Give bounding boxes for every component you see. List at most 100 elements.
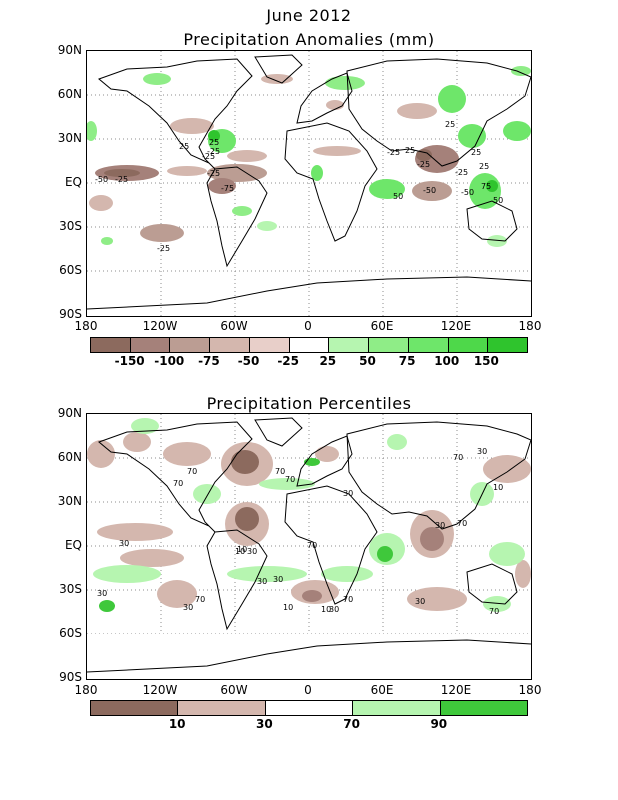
dry-patch: [89, 195, 113, 211]
contour-label: -25: [207, 147, 220, 156]
x-tick-label: 180: [74, 683, 98, 697]
wet-patch: [232, 206, 252, 216]
dry-patch: [123, 432, 151, 452]
wet-patch: [193, 484, 221, 504]
contour-label: 70: [489, 607, 499, 616]
contour-label: 30: [97, 589, 107, 598]
dry-patch: [235, 507, 259, 531]
contour-label: 10: [321, 605, 331, 614]
percentile-colorbar: [90, 700, 528, 716]
contour-label: -25: [417, 160, 430, 169]
anomaly-contour-labels: 25 -25 25 -25 -25 -50 -25 -75 -25 -25 25…: [95, 120, 503, 253]
contour-label: -25: [115, 175, 128, 184]
wet-patch: [87, 121, 97, 141]
greenland-outline: [254, 54, 303, 84]
dry-patch: [326, 100, 344, 110]
contour-label: 30: [273, 575, 283, 584]
colorbar-label: 50: [359, 354, 376, 368]
x-tick-label: 180: [518, 683, 542, 697]
dry-patch: [87, 440, 115, 468]
y-tick-label: 90N: [57, 43, 82, 57]
dry-patch: [97, 523, 173, 541]
dry-patch: [302, 590, 322, 602]
australia-outline: [466, 200, 518, 242]
colorbar-label: -75: [198, 354, 220, 368]
wet-patch: [387, 434, 407, 450]
asia-outline: [346, 421, 531, 530]
colorbar-swatch: [353, 701, 441, 715]
antarctica-outline: [87, 639, 531, 673]
colorbar-swatch: [448, 338, 489, 352]
contour-label: -25: [455, 168, 468, 177]
contour-label: 70: [453, 453, 463, 462]
contour-label: -50: [423, 186, 436, 195]
dry-patch: [515, 560, 531, 588]
x-tick-label: 0: [304, 683, 312, 697]
anomalies-map-canvas: 25 -25 25 -25 -25 -50 -25 -75 -25 -25 25…: [87, 51, 531, 316]
coastlines: [87, 417, 531, 673]
colorbar-swatch: [289, 338, 330, 352]
contour-label: 30: [257, 577, 267, 586]
wet-patch: [483, 596, 511, 612]
colorbar-label: 90: [430, 717, 448, 731]
y-tick-label: 30S: [59, 582, 82, 596]
contour-label: 70: [343, 595, 353, 604]
colorbar-swatch: [249, 338, 290, 352]
north-america-outline: [98, 421, 253, 533]
australia-outline: [466, 563, 518, 605]
colorbar-label: -100: [154, 354, 185, 368]
colorbar-swatch: [488, 338, 528, 352]
contour-label: 25: [405, 146, 415, 155]
contour-label: -25: [207, 169, 220, 178]
x-tick-label: 120W: [142, 683, 178, 697]
antarctica-outline: [87, 276, 531, 310]
colorbar-label: 150: [473, 354, 499, 368]
contour-label: 75: [481, 182, 491, 191]
colorbar-swatch: [130, 338, 171, 352]
africa-outline: [284, 485, 378, 605]
contour-label: 10: [235, 547, 245, 556]
x-tick-label: 180: [74, 319, 98, 333]
anomalies-map: 25 -25 25 -25 -25 -50 -25 -75 -25 -25 25…: [86, 50, 532, 317]
contour-label: 25: [179, 142, 189, 151]
wet-patch: [438, 85, 466, 113]
wet-patch: [259, 478, 315, 490]
x-tick-label: 60W: [220, 319, 248, 333]
y-tick-label: 30N: [57, 494, 82, 508]
contour-label: 50: [393, 192, 403, 201]
contour-label: 30: [415, 597, 425, 606]
x-tick-label: 60E: [370, 683, 394, 697]
y-tick-label: 60N: [57, 450, 82, 464]
x-tick-label: 180: [518, 319, 542, 333]
colorbar-swatch: [408, 338, 449, 352]
y-tick-label: 30S: [59, 219, 82, 233]
contour-label: 50: [493, 196, 503, 205]
contour-label: 25: [445, 120, 455, 129]
percentile-contour-labels: 70 70 70 30 70 30 10 70 70 30 30 10 30 3…: [97, 447, 503, 616]
dry-patch: [167, 166, 207, 176]
dry-patch: [416, 149, 432, 161]
europe-outline: [296, 435, 353, 487]
contour-label: 70: [187, 467, 197, 476]
colorbar-swatch: [210, 338, 250, 352]
dry-patch: [412, 181, 452, 201]
anomaly-shading: [87, 66, 531, 247]
percentiles-map-title: Precipitation Percentiles: [206, 394, 412, 413]
colorbar-label: 70: [343, 717, 360, 731]
y-tick-label: 60S: [59, 263, 82, 277]
dry-patch: [261, 74, 293, 84]
colorbar-label: 10: [168, 717, 186, 731]
contour-label: 70: [173, 479, 183, 488]
greenland-outline: [254, 417, 303, 447]
contour-label: 70: [307, 541, 317, 550]
x-tick-label: 120E: [440, 319, 472, 333]
contour-label: -25: [202, 152, 215, 161]
contour-label: 25: [471, 148, 481, 157]
y-tick-label: 90S: [59, 670, 82, 684]
wet-patch: [489, 542, 525, 566]
dry-patch: [104, 169, 140, 177]
y-tick-label: 30N: [57, 131, 82, 145]
contour-label: 25: [479, 162, 489, 171]
colorbar-label: 25: [319, 354, 337, 368]
coastlines: [87, 54, 531, 310]
